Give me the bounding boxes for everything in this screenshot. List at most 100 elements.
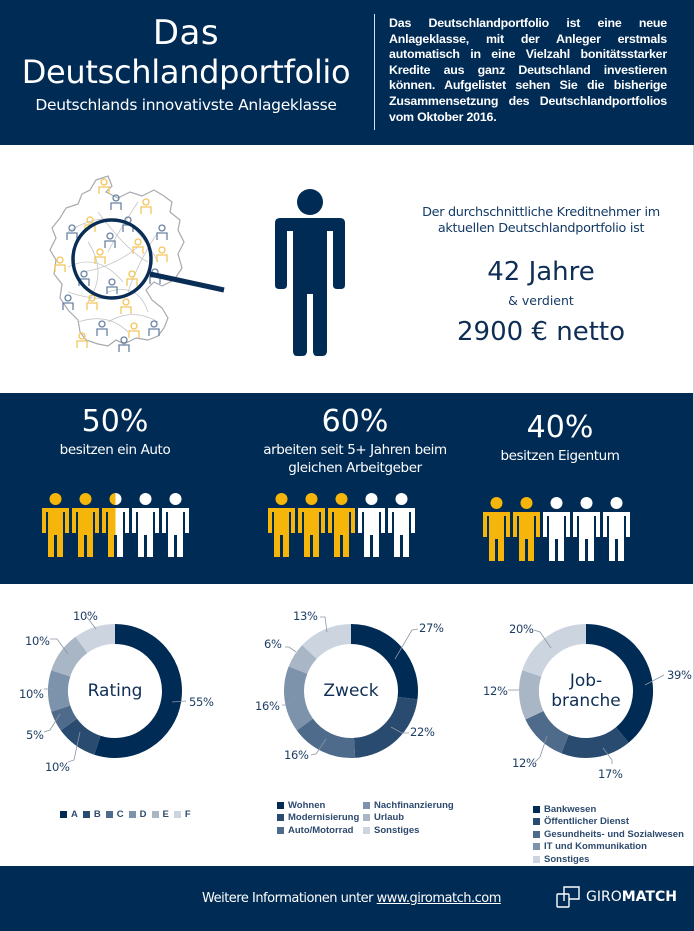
legend-swatch — [151, 810, 159, 818]
stat-label: besitzen Eigentum — [500, 448, 620, 464]
donut-segment — [48, 670, 71, 712]
donut-segment — [51, 636, 88, 677]
donut-segment — [60, 718, 101, 755]
footer-info: Weitere Informationen unter www.giromatc… — [202, 891, 501, 906]
legend-swatch — [277, 801, 284, 809]
zweck-label-urlaub: 6% — [264, 637, 282, 651]
header-divider — [374, 14, 375, 130]
donut-segment — [519, 670, 544, 720]
legend-swatch — [533, 830, 540, 838]
page-subtitle: Deutschlands innovativste Anlageklasse — [35, 96, 337, 114]
legend-item-a: A — [60, 808, 78, 821]
borrower-income: 2900 € netto — [456, 317, 625, 347]
legend-swatch — [363, 801, 370, 809]
borrower-age: 42 Jahre — [487, 257, 595, 287]
donut-segment — [51, 705, 78, 731]
person-icon — [328, 493, 355, 557]
zweck-label-nachfinanzierung: 16% — [255, 699, 280, 713]
rating-label-b: 10% — [45, 760, 70, 774]
person-icon — [268, 493, 295, 557]
job-label-bankwesen: 39% — [667, 668, 692, 682]
person-icon — [483, 497, 510, 561]
header-description: Das Deutschlandportfolio ist eine neue A… — [389, 16, 667, 124]
zweck-donut-chart: Zweck — [284, 624, 418, 758]
donut-center-label: Job- branche — [551, 671, 621, 711]
legend-item-d: D — [128, 808, 147, 821]
zweck-legend: Wohnen Modernisierung Auto/Motorrad Nach… — [277, 799, 454, 837]
person-icon — [543, 497, 570, 561]
legend-swatch — [533, 843, 540, 851]
legend-swatch — [363, 826, 370, 834]
legend-item-oeffentlich: Öffentlicher Dienst — [533, 816, 684, 829]
person-icon — [358, 493, 385, 557]
donut-center-label: Rating — [87, 681, 143, 701]
legend-swatch — [533, 855, 540, 863]
rating-legend: A B C D E F — [60, 808, 196, 821]
donut-segment — [284, 666, 314, 731]
donut-segment — [75, 624, 116, 654]
people-row-employer — [267, 493, 416, 557]
legend-item-bankwesen: Bankwesen — [533, 803, 684, 816]
legend-item-auto: Auto/Motorrad — [277, 824, 353, 837]
stat-percent: 60% — [321, 404, 389, 439]
legend-swatch — [277, 814, 284, 822]
legend-item-urlaub: Urlaub — [363, 812, 454, 825]
giromatch-logo: GIROMATCH — [556, 885, 677, 909]
germany-map-magnifier-icon — [49, 175, 225, 352]
rating-donut-chart: Rating — [48, 624, 182, 758]
jobbranche-donut-ring — [519, 624, 653, 758]
person-icon — [132, 493, 159, 557]
stat-percent: 50% — [81, 404, 149, 439]
donut-segment — [350, 624, 418, 700]
zweck-label-sonstiges: 13% — [293, 609, 318, 623]
borrower-lead: Der durchschnittliche Kreditnehmer im ak… — [422, 205, 660, 236]
giromatch-link[interactable]: www.giromatch.com — [376, 891, 502, 906]
legend-item-e: E — [151, 808, 169, 821]
footer-info-text: Weitere Informationen unter — [202, 891, 377, 906]
jobbranche-donut-chart: Job- branche — [519, 624, 653, 758]
person-icon — [162, 493, 189, 557]
person-icon — [102, 493, 129, 557]
job-label-it: 12% — [483, 684, 508, 698]
donut-center-label: Zweck — [323, 681, 379, 701]
stat-percent: 40% — [526, 410, 594, 445]
stat-car: 50% besitzen ein Auto — [20, 405, 210, 459]
donut-segment — [296, 718, 356, 758]
borrower-summary: Der durchschnittliche Kreditnehmer im ak… — [408, 205, 674, 347]
legend-item-modernisierung: Modernisierung — [277, 812, 359, 825]
legend-swatch — [277, 826, 284, 834]
rating-label-e: 10% — [25, 634, 50, 648]
rating-label-c: 5% — [26, 728, 44, 742]
legend-swatch — [60, 810, 67, 818]
donut-segment — [288, 645, 318, 675]
legend-item-f: F — [173, 808, 191, 821]
person-icon — [603, 497, 630, 561]
donut-segment — [302, 624, 352, 660]
stat-label: besitzen ein Auto — [59, 442, 171, 458]
person-icon — [42, 493, 69, 557]
zweck-label-wohnen: 27% — [419, 621, 444, 635]
stat-label: arbeiten seit 5+ Jahren beim gleichen Ar… — [263, 442, 447, 476]
people-row-property — [482, 497, 631, 561]
page-title-line2: Deutschlandportfolio — [21, 53, 351, 91]
rating-label-d: 10% — [19, 687, 44, 701]
person-icon — [275, 189, 345, 356]
legend-swatch — [173, 810, 181, 818]
job-label-gesundheit: 12% — [512, 756, 537, 770]
person-icon — [513, 497, 540, 561]
borrower-connector: & verdient — [508, 293, 574, 308]
zweck-leader-lines — [282, 616, 419, 756]
legend-swatch — [363, 814, 370, 822]
page-title-line1: Das — [152, 13, 220, 53]
job-label-oeffentlich: 17% — [598, 767, 623, 781]
stats-band: 50% besitzen ein Auto 60% arbeiten seit … — [0, 393, 694, 584]
legend-item-c: C — [105, 808, 124, 821]
legend-swatch — [82, 810, 90, 818]
stat-employer: 60% arbeiten seit 5+ Jahren beim gleiche… — [235, 405, 475, 477]
legend-swatch — [533, 818, 540, 826]
person-icon — [298, 493, 325, 557]
legend-item-gesundheit: Gesundheits- und Sozialwesen — [533, 828, 684, 841]
donut-segment — [561, 726, 629, 758]
zweck-label-auto: 16% — [284, 748, 309, 762]
donut-segment — [353, 696, 418, 758]
